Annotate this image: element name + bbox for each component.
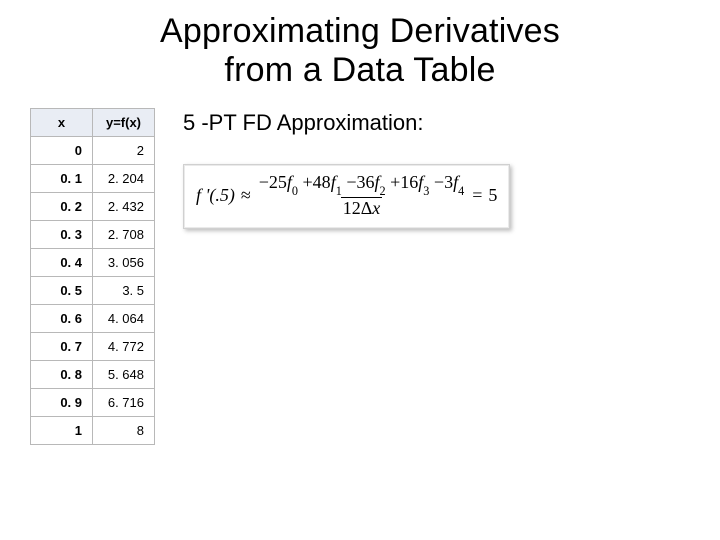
cell-x: 0. 2 [31, 193, 93, 221]
title-line-2: from a Data Table [224, 51, 495, 89]
formula-rhs: 5 [488, 185, 497, 206]
title-line-1: Approximating Derivatives [160, 12, 560, 50]
formula-fraction: −25f0 +48f1 −36f2 +16f3 −3f4 12Δx [257, 173, 466, 217]
cell-x: 1 [31, 417, 93, 445]
table-row: 02 [31, 137, 155, 165]
table-row: 0. 96. 716 [31, 389, 155, 417]
right-column: 5 -PT FD Approximation: f '(.5) ≈ −25f0 … [183, 108, 690, 228]
content-row: x y=f(x) 02 0. 12. 204 0. 22. 432 0. 32.… [30, 108, 690, 445]
cell-y: 5. 648 [93, 361, 155, 389]
slide: Approximating Derivatives from a Data Ta… [0, 0, 720, 540]
data-table-wrap: x y=f(x) 02 0. 12. 204 0. 22. 432 0. 32.… [30, 108, 155, 445]
coef-2: −36 [346, 172, 374, 192]
table-row: 0. 32. 708 [31, 221, 155, 249]
table-row: 0. 43. 056 [31, 249, 155, 277]
page-title: Approximating Derivatives from a Data Ta… [30, 12, 690, 90]
cell-x: 0. 5 [31, 277, 93, 305]
cell-y: 3. 5 [93, 277, 155, 305]
cell-y: 4. 772 [93, 333, 155, 361]
formula-box: f '(.5) ≈ −25f0 +48f1 −36f2 +16f3 −3f4 1… [183, 164, 510, 228]
cell-y: 3. 056 [93, 249, 155, 277]
approximation-label: 5 -PT FD Approximation: [183, 110, 690, 136]
cell-y: 2. 204 [93, 165, 155, 193]
den-x: x [372, 198, 380, 218]
sub-4: 4 [458, 184, 464, 198]
sub-2: 2 [380, 184, 386, 198]
table-row: 0. 53. 5 [31, 277, 155, 305]
table-row: 0. 64. 064 [31, 305, 155, 333]
col-header-y: y=f(x) [93, 109, 155, 137]
cell-x: 0 [31, 137, 93, 165]
table-row: 0. 85. 648 [31, 361, 155, 389]
equals-sign: = [472, 185, 482, 206]
den-coeff: 12 [343, 198, 361, 218]
f-2: f [374, 172, 379, 192]
cell-y: 4. 064 [93, 305, 155, 333]
col-header-x: x [31, 109, 93, 137]
cell-x: 0. 9 [31, 389, 93, 417]
cell-y: 6. 716 [93, 389, 155, 417]
cell-x: 0. 3 [31, 221, 93, 249]
coef-3: +16 [390, 172, 418, 192]
sub-3: 3 [423, 184, 429, 198]
cell-x: 0. 7 [31, 333, 93, 361]
delta-symbol: Δ [361, 198, 373, 218]
coef-0: −25 [259, 172, 287, 192]
formula-numerator: −25f0 +48f1 −36f2 +16f3 −3f4 [257, 173, 466, 196]
approx-sign: ≈ [241, 185, 251, 206]
formula-denominator: 12Δx [341, 197, 383, 218]
table-header-row: x y=f(x) [31, 109, 155, 137]
coef-4: −3 [434, 172, 453, 192]
cell-y: 8 [93, 417, 155, 445]
f-1: f [331, 172, 336, 192]
cell-y: 2. 708 [93, 221, 155, 249]
formula-lhs: f '(.5) [196, 185, 235, 206]
sub-1: 1 [336, 184, 342, 198]
cell-y: 2. 432 [93, 193, 155, 221]
cell-x: 0. 6 [31, 305, 93, 333]
table-row: 0. 22. 432 [31, 193, 155, 221]
cell-x: 0. 1 [31, 165, 93, 193]
coef-1: +48 [303, 172, 331, 192]
table-row: 0. 12. 204 [31, 165, 155, 193]
cell-x: 0. 8 [31, 361, 93, 389]
table-row: 0. 74. 772 [31, 333, 155, 361]
sub-0: 0 [292, 184, 298, 198]
table-row: 18 [31, 417, 155, 445]
data-table: x y=f(x) 02 0. 12. 204 0. 22. 432 0. 32.… [30, 108, 155, 445]
cell-y: 2 [93, 137, 155, 165]
cell-x: 0. 4 [31, 249, 93, 277]
formula: f '(.5) ≈ −25f0 +48f1 −36f2 +16f3 −3f4 1… [196, 173, 497, 217]
